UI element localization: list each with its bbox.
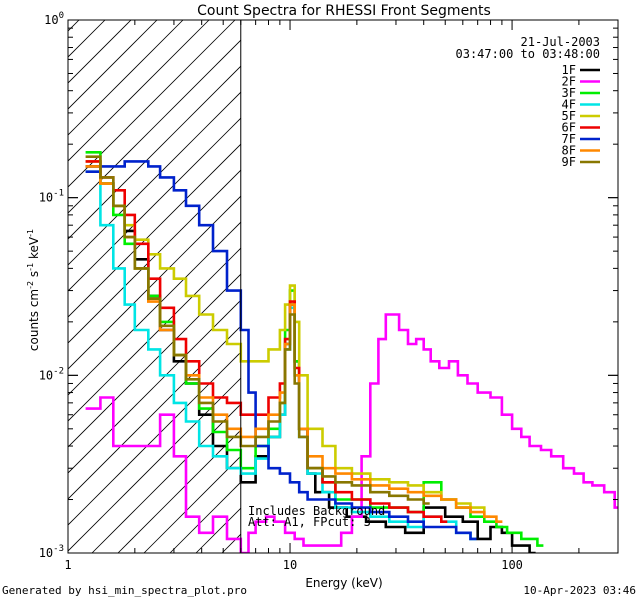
hatch-stroke <box>68 65 241 240</box>
time-range-label: 03:47:00 to 03:48:00 <box>456 47 601 61</box>
hatch-stroke <box>117 429 241 553</box>
hatch-stroke <box>68 169 241 344</box>
series-line-4F <box>85 170 477 541</box>
attenuator-note: Att: A1, FPcut: 3 <box>248 515 371 529</box>
hatch-stroke <box>68 273 241 448</box>
hatch-stroke <box>68 20 184 136</box>
chart-title: Count Spectra for RHESSI Front Segments <box>197 3 491 19</box>
hatch-stroke <box>68 221 241 396</box>
hatch-stroke <box>68 247 241 422</box>
legend-label-2F: 2F <box>562 75 576 89</box>
legend-label-3F: 3F <box>562 86 576 100</box>
series-line-7F <box>85 160 477 541</box>
legend-label-4F: 4F <box>562 98 576 112</box>
series-line-8F <box>85 165 503 523</box>
hatch-stroke <box>143 455 241 553</box>
plot-frame <box>67 19 619 554</box>
series-line-9F <box>85 155 430 505</box>
x-axis-label: Energy (keV) <box>305 576 382 590</box>
x-tick-label: 1 <box>64 558 71 572</box>
hatch-stroke <box>68 299 241 474</box>
legend-label-5F: 5F <box>562 109 576 123</box>
x-tick-label: 100 <box>501 558 523 572</box>
series-line-5F <box>85 160 491 518</box>
hatch-stroke <box>68 377 241 552</box>
legend-label-7F: 7F <box>562 132 576 146</box>
footer-timestamp: 10-Apr-2023 03:46 <box>523 584 636 597</box>
legend-label-9F: 9F <box>562 155 576 169</box>
hatch-stroke <box>68 143 241 318</box>
y-tick-label: 100 <box>44 11 64 27</box>
hatch-stroke <box>68 195 241 370</box>
series-line-6F <box>85 160 448 523</box>
background-note: Includes Background <box>248 504 385 518</box>
y-tick-label: 10-2 <box>39 366 64 382</box>
y-tick-label: 10-1 <box>39 189 64 205</box>
hatch-stroke <box>68 20 236 188</box>
hatch-stroke <box>68 351 241 526</box>
hatch-stroke <box>68 20 158 110</box>
series-line-2F <box>85 313 618 553</box>
hatch-stroke <box>68 117 241 292</box>
hatch-stroke <box>68 39 241 214</box>
hatch-stroke <box>68 91 241 266</box>
legend-label-8F: 8F <box>562 144 576 158</box>
series-lines <box>85 151 618 553</box>
legend-label-1F: 1F <box>562 63 576 77</box>
x-axis: 1 10 100 <box>64 20 619 572</box>
date-label: 21-Jul-2003 <box>521 35 600 49</box>
x-tick-label: 10 <box>283 558 297 572</box>
hatch-stroke <box>68 20 132 84</box>
hatch-stroke <box>68 20 80 32</box>
hatch-stroke <box>68 325 241 500</box>
y-axis: 10-3 10-2 10-1 100 <box>39 11 618 560</box>
footer-generator: Generated by hsi_min_spectra_plot.pro <box>2 584 248 597</box>
series-line-1F <box>85 165 536 553</box>
hatch-stroke <box>68 20 106 58</box>
y-tick-label: 10-3 <box>39 544 64 560</box>
legend-label-6F: 6F <box>562 121 576 135</box>
hatch-stroke <box>0 20 27 553</box>
hatch-stroke <box>0 20 1 553</box>
hatch-stroke <box>91 403 241 553</box>
hatch-stroke <box>68 20 210 162</box>
y-axis-label: counts cm-2 s-1 keV-1 <box>26 229 41 351</box>
